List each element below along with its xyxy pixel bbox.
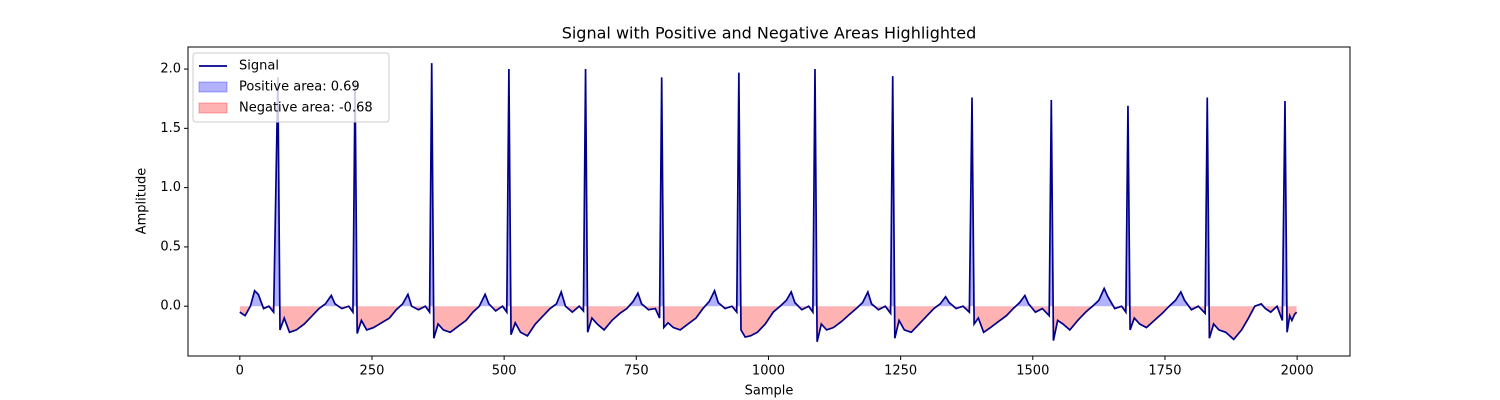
y-tick-label: 1.5 xyxy=(160,121,181,136)
signal-line xyxy=(239,63,1298,342)
x-tick-label: 250 xyxy=(360,364,385,379)
x-tick-label: 1000 xyxy=(752,364,785,379)
y-tick-label: 0.5 xyxy=(160,239,181,254)
legend-label: Positive area: 0.69 xyxy=(239,80,360,95)
x-tick-label: 500 xyxy=(492,364,517,379)
chart-title: Signal with Positive and Negative Areas … xyxy=(562,24,977,43)
legend-label: Negative area: -0.68 xyxy=(239,101,373,116)
area-fill xyxy=(239,306,1297,342)
x-tick-label: 0 xyxy=(236,364,244,379)
legend-label: Signal xyxy=(239,59,279,74)
x-tick-label: 750 xyxy=(624,364,649,379)
x-tick-label: 1750 xyxy=(1148,364,1181,379)
legend-box xyxy=(192,52,390,123)
y-tick-label: 0.0 xyxy=(160,299,181,314)
legend-patch xyxy=(198,102,228,114)
x-tick-label: 1250 xyxy=(884,364,917,379)
x-tick-label: 1500 xyxy=(1016,364,1049,379)
legend-patch xyxy=(198,81,228,93)
x-tick-label: 2000 xyxy=(1281,364,1314,379)
y-axis-label: Amplitude xyxy=(135,168,150,235)
plot-frame xyxy=(187,46,1351,357)
y-tick-label: 2.0 xyxy=(160,62,181,77)
y-tick-label: 1.0 xyxy=(160,180,181,195)
x-axis-label: Sample xyxy=(745,384,794,399)
area-fill xyxy=(250,63,1287,307)
